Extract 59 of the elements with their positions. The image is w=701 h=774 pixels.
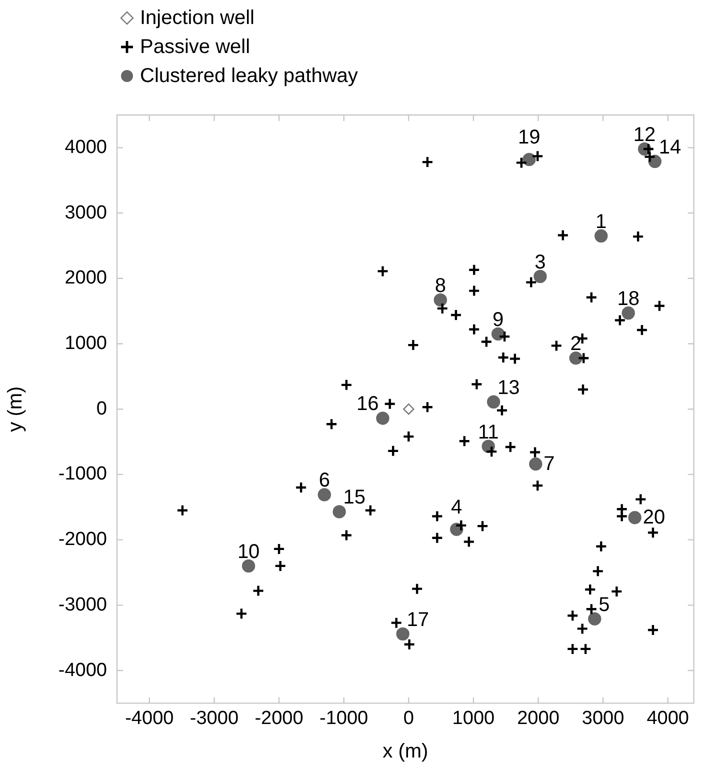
y-axis-title: y (m) bbox=[4, 386, 27, 432]
annotation: 14 bbox=[658, 136, 682, 158]
annotation: 3 bbox=[534, 251, 546, 274]
point bbox=[622, 306, 635, 320]
y-tick-label: 4000 bbox=[64, 136, 107, 158]
point bbox=[332, 505, 346, 518]
y-tick-label: -2000 bbox=[58, 529, 107, 550]
y-tick-label: 1000 bbox=[64, 332, 107, 354]
x-tick-label: -2000 bbox=[254, 708, 304, 729]
annotation: 11 bbox=[478, 421, 499, 444]
x-tick-label: -3000 bbox=[190, 708, 239, 729]
point bbox=[588, 612, 602, 626]
point bbox=[534, 270, 547, 284]
point bbox=[569, 352, 582, 365]
legend-label: Clustered leaky pathway bbox=[140, 65, 358, 87]
point bbox=[594, 229, 608, 243]
x-tick-label: 2000 bbox=[517, 708, 560, 729]
annotation: 20 bbox=[642, 506, 666, 529]
x-tick-label: 4000 bbox=[646, 708, 690, 729]
legend-label: Injection well bbox=[140, 7, 255, 29]
point bbox=[242, 559, 256, 573]
point bbox=[529, 457, 542, 471]
annotation: 1 bbox=[596, 210, 607, 233]
annotation: 4 bbox=[451, 496, 462, 518]
point bbox=[486, 395, 500, 409]
point bbox=[522, 152, 536, 166]
annotation: 18 bbox=[617, 288, 640, 310]
x-tick-label: 0 bbox=[403, 708, 414, 729]
x-tick-label: 1000 bbox=[452, 708, 495, 729]
point bbox=[434, 293, 447, 307]
point bbox=[318, 488, 331, 502]
annotation: 9 bbox=[492, 308, 504, 331]
x-axis-title: x (m) bbox=[382, 740, 428, 763]
x-tick-label: 3000 bbox=[582, 708, 624, 729]
y-tick-label: 3000 bbox=[64, 202, 107, 224]
annotation: 19 bbox=[518, 126, 540, 148]
annotation: 15 bbox=[343, 486, 366, 509]
x-tick-label: -4000 bbox=[125, 708, 174, 729]
point bbox=[396, 627, 410, 641]
y-tick-label: 0 bbox=[96, 398, 107, 420]
y-tick-label: -1000 bbox=[58, 464, 107, 485]
annotation: 8 bbox=[434, 274, 446, 297]
point bbox=[628, 510, 642, 524]
annotation: 13 bbox=[498, 376, 520, 399]
annotation: 6 bbox=[318, 470, 330, 492]
y-tick-label: 2000 bbox=[64, 268, 107, 289]
point bbox=[376, 412, 390, 425]
point bbox=[491, 327, 505, 341]
y-tick-label: -3000 bbox=[58, 594, 107, 616]
annotation: 17 bbox=[406, 608, 430, 631]
annotation: 12 bbox=[633, 124, 656, 146]
y-tick-label: -4000 bbox=[58, 660, 107, 681]
legend-label: Passive well bbox=[140, 36, 250, 58]
annotation: 10 bbox=[237, 540, 260, 563]
annotation: 5 bbox=[598, 594, 610, 616]
annotation: 16 bbox=[356, 393, 379, 416]
annotation: 7 bbox=[544, 453, 555, 475]
x-tick-label: -1000 bbox=[320, 708, 368, 729]
point bbox=[403, 404, 414, 415]
